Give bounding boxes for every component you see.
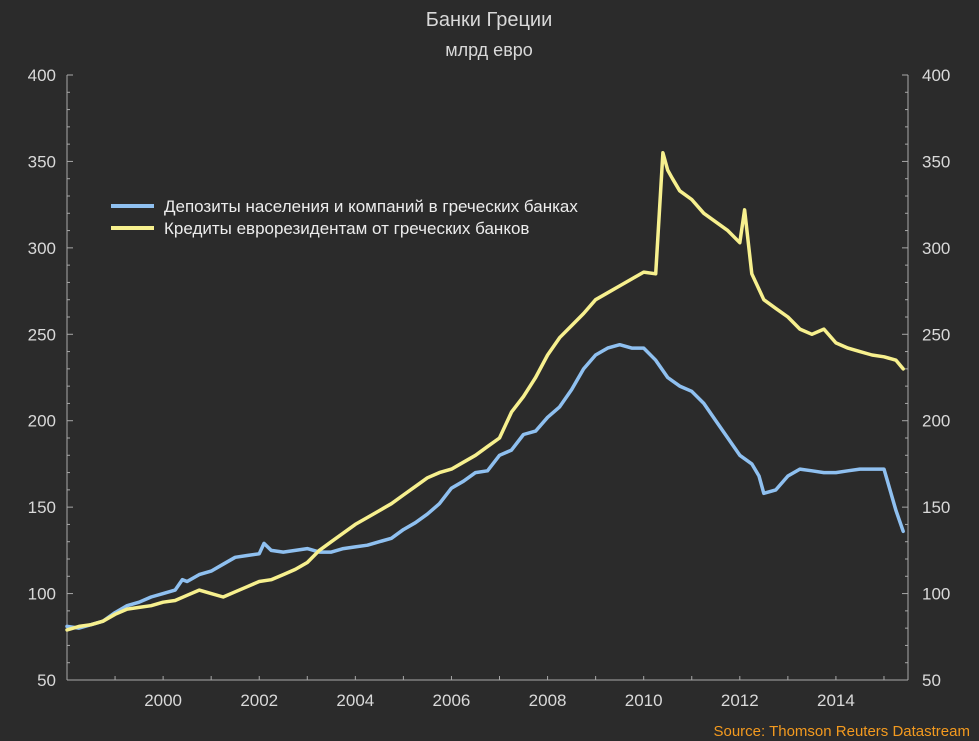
- x-tick-label: 2004: [336, 691, 374, 710]
- y-tick-label-right: 250: [922, 325, 950, 344]
- y-tick-label-left: 150: [28, 498, 56, 517]
- y-tick-label-right: 400: [922, 66, 950, 85]
- y-tick-label-left: 300: [28, 239, 56, 258]
- y-tick-label-left: 200: [28, 412, 56, 431]
- y-tick-label-right: 150: [922, 498, 950, 517]
- y-tick-label-left: 350: [28, 152, 56, 171]
- y-tick-label-right: 300: [922, 239, 950, 258]
- x-tick-label: 2000: [144, 691, 182, 710]
- x-tick-label: 2006: [433, 691, 471, 710]
- chart-subtitle: млрд евро: [445, 40, 533, 60]
- x-tick-label: 2014: [817, 691, 855, 710]
- y-tick-label-right: 50: [922, 671, 941, 690]
- y-tick-label-right: 200: [922, 412, 950, 431]
- x-tick-label: 2012: [721, 691, 759, 710]
- series-layer: [65, 151, 905, 632]
- chart-title: Банки Греции: [426, 9, 553, 31]
- series-line-loans: [65, 151, 905, 632]
- x-tick-label: 2010: [625, 691, 663, 710]
- axes: 50 100 150 200 250 300 350 400 50 100 150 200 250 300…: [28, 66, 951, 710]
- legend: Депозиты населения и компаний в гречески…: [111, 197, 578, 238]
- y-tick-label-left: 100: [28, 585, 56, 604]
- y-tick-label-left: 250: [28, 325, 56, 344]
- legend-label-deposits: Депозиты населения и компаний в гречески…: [164, 197, 578, 216]
- x-tick-label: 2008: [529, 691, 567, 710]
- legend-label-loans: Кредиты еврорезидентам от греческих банк…: [164, 219, 529, 238]
- y-tick-label-left: 400: [28, 66, 56, 85]
- y-tick-label-left: 50: [37, 671, 56, 690]
- y-tick-label-right: 350: [922, 152, 950, 171]
- source-note: Source: Thomson Reuters Datastream: [713, 723, 970, 740]
- y-tick-label-right: 100: [922, 585, 950, 604]
- series-line-deposits: [65, 342, 905, 630]
- x-tick-label: 2002: [240, 691, 278, 710]
